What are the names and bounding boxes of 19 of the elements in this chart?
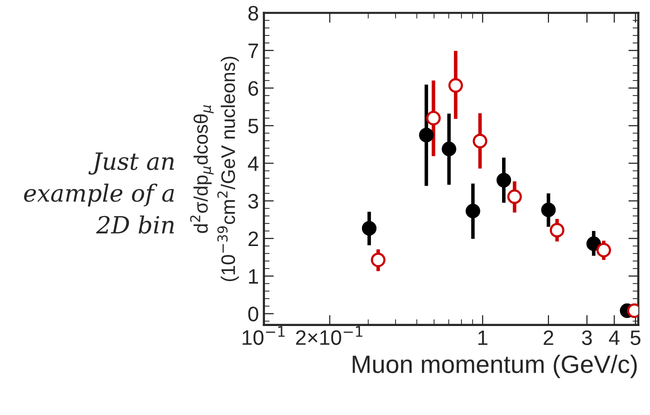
y-tick-label: 5 <box>248 118 258 134</box>
x-tick-label: 3 <box>582 330 592 346</box>
y-tick-label: 4 <box>248 156 258 171</box>
text: Just an example of a 2D bin <box>24 152 174 234</box>
y-tick-label: 2 <box>248 231 258 246</box>
y-tick-label: 1 <box>249 269 258 284</box>
x-tick-label: 4 <box>608 330 620 345</box>
x-tick-label: 5 <box>630 330 640 346</box>
y-tick-label: 3 <box>248 194 258 209</box>
y-tick-label: 8 <box>248 6 258 21</box>
x-tick-label: 2 <box>544 330 554 345</box>
y-tick-label: 0 <box>248 306 258 322</box>
x-tick-label: 10$^{−1}$ <box>242 326 285 345</box>
x-axis-title: Muon momentum (GeV/c) <box>352 354 637 378</box>
y-tick-label: 6 <box>248 81 258 96</box>
y-tick-label: 7 <box>248 44 258 58</box>
text: d$^{2}$σ/dp$_{μ}$dcosθ$_{μ}$ (10$^{−39}$cm$^{2}$/GeV nucleons) <box>190 56 239 282</box>
x-tick-label: 1 <box>478 330 488 345</box>
x-tick-label: 2×10$^{−1}$ <box>296 326 362 345</box>
